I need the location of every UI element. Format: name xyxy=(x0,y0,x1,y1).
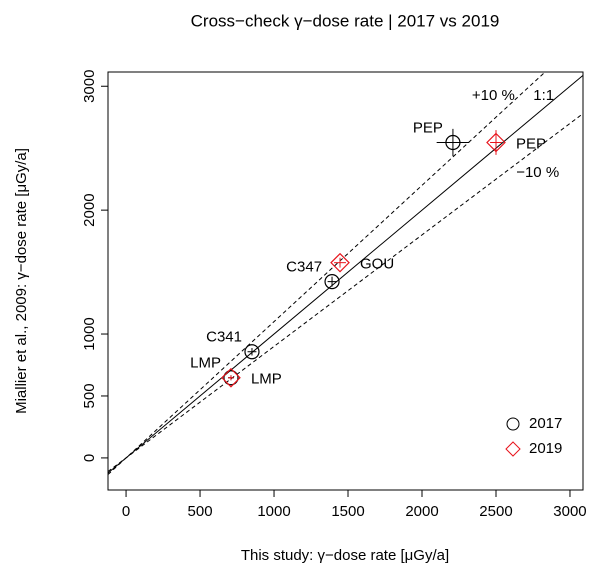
point xyxy=(223,370,239,386)
legend-label: 2017 xyxy=(529,415,562,432)
x-tick-label: 3000 xyxy=(553,503,586,520)
legend-marker xyxy=(506,417,520,431)
reference-label: 1:1 xyxy=(533,87,554,104)
x-tick-label: 1500 xyxy=(331,503,364,520)
x-tick-label: 2000 xyxy=(405,503,438,520)
point-label: LMP xyxy=(190,355,221,372)
y-tick-label: 500 xyxy=(81,383,98,408)
x-tick-label: 1000 xyxy=(257,503,290,520)
y-tick-label: 0 xyxy=(81,454,98,462)
plot-frame xyxy=(107,71,584,491)
y-tick-label: 3000 xyxy=(81,70,98,103)
reference-label: +10 % xyxy=(472,87,515,104)
point xyxy=(445,134,461,151)
point-label: C341 xyxy=(206,329,242,346)
point xyxy=(221,367,241,388)
x-axis-label: This study: γ−dose rate [μGy/a] xyxy=(241,547,449,564)
x-tick-label: 500 xyxy=(188,503,213,520)
point xyxy=(486,132,506,153)
point-label: LMP xyxy=(251,371,282,388)
legend-marker xyxy=(505,441,521,457)
reference-line xyxy=(108,72,546,475)
x-tick-label: 2500 xyxy=(479,503,512,520)
y-axis-label: Miallier et al., 2009: γ−dose rate [μGy/… xyxy=(13,148,30,414)
point xyxy=(324,274,340,290)
y-tick-label: 2000 xyxy=(81,193,98,226)
reference-line xyxy=(108,113,583,472)
point xyxy=(244,344,260,360)
legend-label: 2019 xyxy=(529,440,562,457)
reference-line xyxy=(108,74,583,474)
chart-title: Cross−check γ−dose rate | 2017 vs 2019 xyxy=(191,11,500,30)
point-label: PEP xyxy=(413,119,443,136)
point-label: C347 xyxy=(286,259,322,276)
reference-label: −10 % xyxy=(516,164,559,181)
y-tick-label: 1000 xyxy=(81,317,98,350)
x-tick-label: 0 xyxy=(122,503,130,520)
point-label: PEP xyxy=(516,135,546,152)
point xyxy=(330,252,350,273)
point-label: GOU xyxy=(360,256,394,273)
